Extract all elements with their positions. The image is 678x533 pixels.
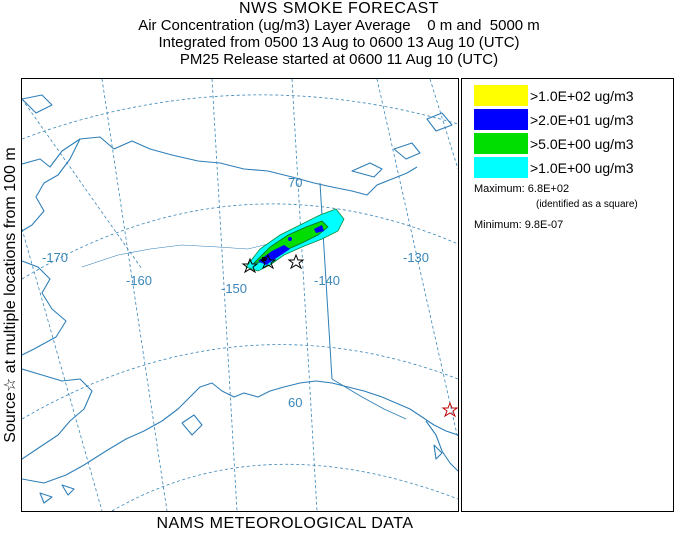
legend-item-20: >2.0E+01 ug/m3 (474, 109, 634, 130)
map-canvas: -170 -160 -150 -140 -130 70 60 (22, 79, 458, 511)
graticule (22, 79, 458, 511)
coastline (22, 94, 458, 504)
legend-item-1: >1.0E+00 ug/m3 (474, 157, 634, 178)
panhandle (425, 420, 458, 472)
kodiak-island (181, 414, 203, 436)
meridian-130 (376, 79, 458, 440)
lon-label-150: -150 (221, 281, 247, 296)
meridian-150 (211, 79, 238, 511)
lat-label-70: 70 (288, 175, 302, 190)
island-3 (426, 112, 453, 132)
island-4 (22, 94, 53, 114)
source-star-2 (259, 253, 277, 270)
legend-swatch-green (474, 133, 528, 154)
bering-coast-north (22, 138, 81, 232)
gulf-of-alaska-coast (143, 380, 458, 436)
legend-label: >5.0E+00 ug/m3 (530, 135, 634, 152)
legend-label: >1.0E+00 ug/m3 (530, 159, 634, 176)
grid-labels: -170 -160 -150 -140 -130 70 60 (42, 175, 429, 410)
legend-swatch-yellow (474, 85, 528, 106)
source-star-3 (287, 253, 305, 270)
legend-label: >2.0E+01 ug/m3 (530, 111, 634, 128)
southern-border (331, 378, 407, 420)
plume-blob-1 (288, 237, 292, 241)
meridian-180 (22, 98, 143, 270)
maximum-square (262, 257, 266, 261)
lat-line-60 (111, 463, 458, 511)
legend-swatch-cyan (474, 157, 528, 178)
forecast-title: NWS SMOKE FORECAST (238, 0, 440, 17)
source-markers (241, 253, 458, 418)
island-2 (393, 142, 421, 160)
lon-label-140: -140 (314, 273, 340, 288)
lat-line-70 (22, 203, 458, 280)
title-block: NWS SMOKE FORECAST Air Concentration (ug… (0, 0, 678, 68)
concentration-subtitle: Air Concentration (ug/m3) Layer Average … (138, 17, 540, 34)
bering-coast-mid (22, 260, 67, 356)
legend-panel: >1.0E+02 ug/m3 >2.0E+01 ug/m3 >5.0E+00 u… (461, 78, 674, 512)
alaska-peninsula (22, 430, 145, 484)
lat-line-75 (22, 94, 458, 140)
bristol-bay (22, 368, 93, 460)
legend-label: >1.0E+02 ug/m3 (530, 87, 634, 104)
lat-label-60: 60 (288, 395, 302, 410)
aleutian-1 (39, 492, 53, 504)
meridian-160 (101, 79, 168, 511)
legend-item-5: >5.0E+00 ug/m3 (474, 133, 634, 154)
source-side-label: Source☆ at multiple locations from 100 m (2, 147, 19, 443)
panhandle-island (433, 444, 443, 460)
minimum-value: Minimum: 9.8E-07 (474, 219, 564, 231)
lat-line-65 (22, 344, 458, 420)
source-star-4 (441, 401, 458, 418)
release-start: PM25 Release started at 0600 11 Aug 10 (… (179, 51, 499, 68)
plume-contour-20ug-core (314, 225, 324, 233)
meridian-140 (291, 79, 318, 511)
meridian-120 (429, 79, 458, 170)
meridian-170 (22, 228, 103, 511)
arctic-coast (22, 136, 418, 196)
lon-label-170: -170 (42, 250, 68, 265)
maximum-note: (identified as a square) (536, 199, 638, 210)
maximum-value: Maximum: 6.8E+02 (474, 183, 570, 195)
integration-period: Integrated from 0500 13 Aug to 0600 13 A… (158, 34, 520, 51)
island-1 (351, 162, 383, 178)
smoke-map: -170 -160 -150 -140 -130 70 60 (21, 78, 459, 512)
aleutian-2 (61, 484, 75, 496)
smoke-plume (245, 208, 345, 272)
legend-swatch-blue (474, 109, 528, 130)
lon-label-130: -130 (403, 250, 429, 265)
met-data-footer: NAMS METEOROLOGICAL DATA (156, 515, 414, 532)
legend-item-100: >1.0E+02 ug/m3 (474, 85, 634, 106)
lon-label-160: -160 (126, 273, 152, 288)
source-star-1 (241, 257, 259, 274)
